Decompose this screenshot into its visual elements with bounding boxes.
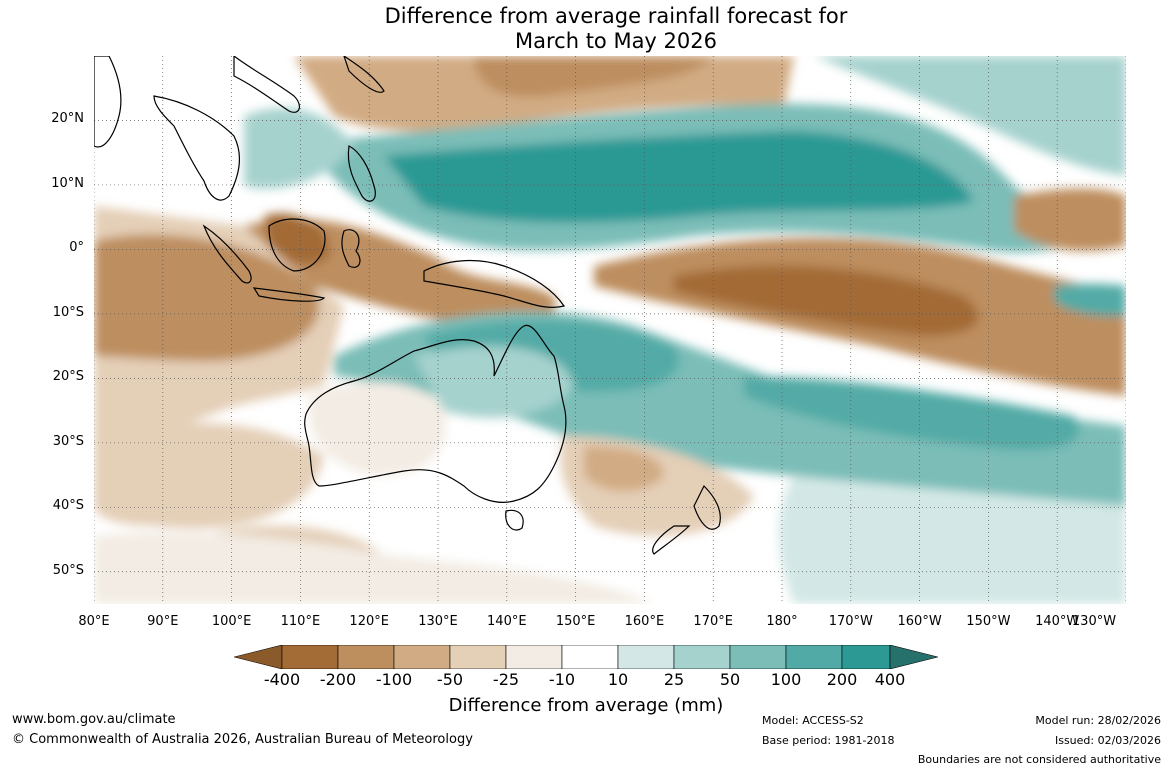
colorbar-bin-25-wet	[617, 645, 675, 669]
lon-tick-label: 180°	[766, 614, 798, 629]
colorbar-tick-label: 10	[607, 670, 629, 689]
dry-region-indian-ocean-core	[94, 234, 320, 361]
lat-tick-label: 50°S	[52, 562, 84, 578]
colorbar-bin-neutral	[561, 645, 619, 669]
dry-region-north	[474, 56, 714, 97]
colorbar-bin-400-dry	[281, 645, 339, 669]
wet-region-central-south-pacific	[744, 376, 1080, 450]
footer-copyright: © Commonwealth of Australia 2026, Austra…	[12, 732, 473, 747]
philippines-coastline	[347, 145, 376, 202]
lon-tick-label: 90°E	[147, 614, 179, 629]
dry-region-east-pacific	[1014, 188, 1126, 251]
colorbar-tick-label: -10	[548, 670, 576, 689]
colorbar	[234, 645, 938, 669]
colorbar-bin-400-wet	[841, 645, 891, 669]
wet-region-nw	[244, 107, 354, 189]
wet-region-equatorial-core	[384, 131, 974, 223]
lon-tick-label: 140°E	[487, 614, 527, 629]
colorbar-bin-200-dry	[337, 645, 395, 669]
lat-tick-label: 0°	[69, 240, 84, 256]
new-guinea-coastline	[423, 259, 565, 308]
anomaly-shading	[94, 56, 1126, 604]
lat-tick-label: 10°N	[51, 175, 84, 191]
australia-coastline	[304, 324, 567, 503]
lon-tick-label: 160°E	[624, 614, 665, 629]
colorbar-tick-label: 400	[874, 670, 906, 689]
colorbar-bin-25-dry	[505, 645, 563, 669]
wet-region-australia-north	[414, 346, 574, 418]
dry-region-southern-ocean-west	[94, 532, 654, 604]
dry-region-tasman-core	[584, 446, 664, 491]
footer-model-run: Model run: 28/02/2026	[1035, 714, 1161, 727]
colorbar-arrow-dry	[234, 645, 283, 669]
dry-region-borneo	[264, 213, 330, 265]
colorbar-bin-50-dry	[449, 645, 507, 669]
lon-tick-label: 170°E	[693, 614, 733, 629]
tasmania-coastline	[505, 509, 524, 531]
lon-tick-label: 150°W	[966, 614, 1011, 629]
lon-tick-label: 160°W	[897, 614, 942, 629]
lon-tick-label: 130°E	[418, 614, 458, 629]
borneo-coastline	[268, 218, 326, 272]
title-line-2: March to May 2026	[515, 29, 717, 53]
dry-region-south-pacific-core	[674, 265, 979, 336]
colorbar-tick-label: 50	[719, 670, 741, 689]
india-coastline	[94, 56, 122, 148]
colorbar-bin-50-wet	[673, 645, 731, 669]
japan-coastline	[343, 56, 385, 93]
sumatra-coastline	[202, 224, 252, 284]
coastlines	[94, 56, 721, 555]
china-coastline	[233, 56, 301, 113]
map-title: Difference from average rainfall forecas…	[0, 4, 1173, 54]
dry-region-south-indian	[94, 422, 324, 529]
footer-boundaries-note: Boundaries are not considered authoritat…	[917, 753, 1161, 766]
lat-tick-label: 20°S	[52, 369, 84, 385]
map-canvas	[94, 56, 1126, 604]
lon-tick-label: 140°W	[1035, 614, 1080, 629]
sulawesi-coastline	[341, 229, 361, 268]
footer-model: Model: ACCESS-S2	[762, 714, 864, 727]
colorbar-title: Difference from average (mm)	[448, 695, 724, 716]
lon-tick-label: 80°E	[78, 614, 110, 629]
lon-tick-label: 150°E	[555, 614, 596, 629]
colorbar-bin-100-wet	[729, 645, 787, 669]
colorbar-tick-label: -100	[375, 670, 413, 689]
colorbar-tick-label: 200	[826, 670, 858, 689]
new-zealand-south	[652, 525, 691, 555]
title-line-1: Difference from average rainfall forecas…	[384, 4, 848, 28]
footer-base-period: Base period: 1981-2018	[762, 734, 895, 747]
colorbar-bin-100-dry	[393, 645, 451, 669]
colorbar-bin-200-wet	[785, 645, 843, 669]
colorbar-tick-label: -200	[319, 670, 357, 689]
wet-region-ne-pacific	[814, 56, 1126, 176]
dry-region-western-australia	[308, 382, 446, 476]
wet-region-southern-ocean-east	[779, 476, 1126, 604]
lat-tick-label: 30°S	[52, 433, 84, 449]
footer-issued: Issued: 02/03/2026	[1054, 734, 1161, 747]
colorbar-tick-label: 25	[663, 670, 685, 689]
grid-lines	[94, 56, 1126, 604]
rainfall-anomaly-map	[94, 56, 1126, 604]
lon-tick-label: 170°W	[828, 614, 873, 629]
indochina-coastline	[153, 95, 240, 201]
java-coastline	[252, 287, 326, 302]
colorbar-arrow-wet	[889, 645, 938, 669]
lon-tick-label: 130°W	[1071, 614, 1117, 629]
lon-tick-label: 100°E	[211, 614, 252, 629]
new-zealand-north	[693, 484, 721, 530]
wet-region-east-south-pacific	[1054, 283, 1126, 317]
footer-website: www.bom.gov.au/climate	[12, 712, 176, 727]
colorbar-tick-label: -50	[436, 670, 464, 689]
colorbar-tick-label: 100	[770, 670, 802, 689]
colorbar-tick-label: -400	[263, 670, 301, 689]
lat-tick-label: 10°S	[52, 304, 84, 320]
lat-tick-label: 40°S	[52, 498, 84, 514]
colorbar-tick-label: -25	[492, 670, 520, 689]
lon-tick-label: 110°E	[280, 614, 321, 629]
lon-tick-label: 120°E	[349, 614, 389, 629]
lat-tick-label: 20°N	[51, 111, 84, 127]
